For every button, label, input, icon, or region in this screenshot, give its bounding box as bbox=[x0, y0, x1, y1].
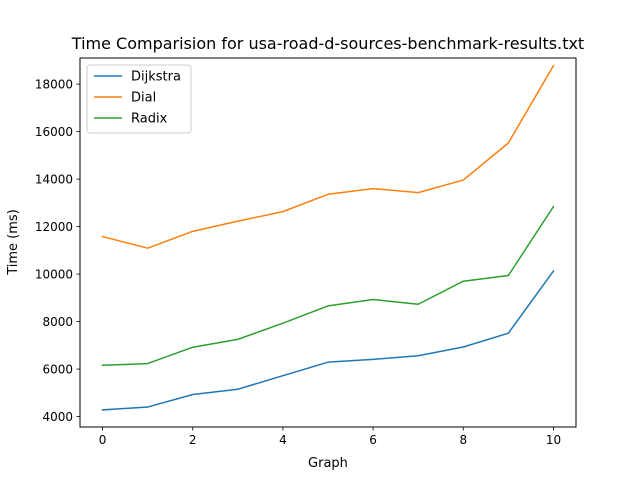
chart-title: Time Comparision for usa-road-d-sources-… bbox=[71, 34, 584, 53]
y-tick-label: 4000 bbox=[42, 410, 73, 424]
x-tick-label: 10 bbox=[546, 433, 561, 447]
y-tick-label: 8000 bbox=[42, 315, 73, 329]
legend-label-dial: Dial bbox=[131, 91, 156, 106]
x-axis-ticks: 0 2 4 6 8 10 bbox=[99, 427, 561, 447]
plot-lines bbox=[101, 64, 555, 411]
x-tick-label: 8 bbox=[459, 433, 467, 447]
y-tick-label: 14000 bbox=[35, 173, 73, 187]
x-tick-label: 2 bbox=[189, 433, 197, 447]
y-axis-ticks: 4000 6000 8000 10000 12000 14000 16000 18000 bbox=[35, 78, 80, 424]
x-tick-label: 0 bbox=[99, 433, 107, 447]
legend-label-dijkstra: Dijkstra bbox=[131, 70, 181, 85]
legend-label-radix: Radix bbox=[131, 112, 168, 127]
series-line-dial bbox=[101, 64, 555, 249]
y-tick-label: 6000 bbox=[42, 363, 73, 377]
x-tick-label: 4 bbox=[279, 433, 287, 447]
y-tick-label: 16000 bbox=[35, 125, 73, 139]
x-axis-label: Graph bbox=[308, 456, 348, 471]
y-tick-label: 12000 bbox=[35, 220, 73, 234]
plot-frame bbox=[79, 57, 577, 428]
y-tick-label: 10000 bbox=[35, 268, 73, 282]
series-line-dijkstra bbox=[101, 269, 555, 411]
x-tick-label: 6 bbox=[369, 433, 377, 447]
series-line-radix bbox=[101, 205, 555, 367]
y-axis-label: Time (ms) bbox=[6, 209, 21, 276]
legend: Dijkstra Dial Radix bbox=[86, 64, 192, 134]
y-tick-label: 18000 bbox=[35, 78, 73, 92]
legend-frame bbox=[86, 64, 192, 134]
